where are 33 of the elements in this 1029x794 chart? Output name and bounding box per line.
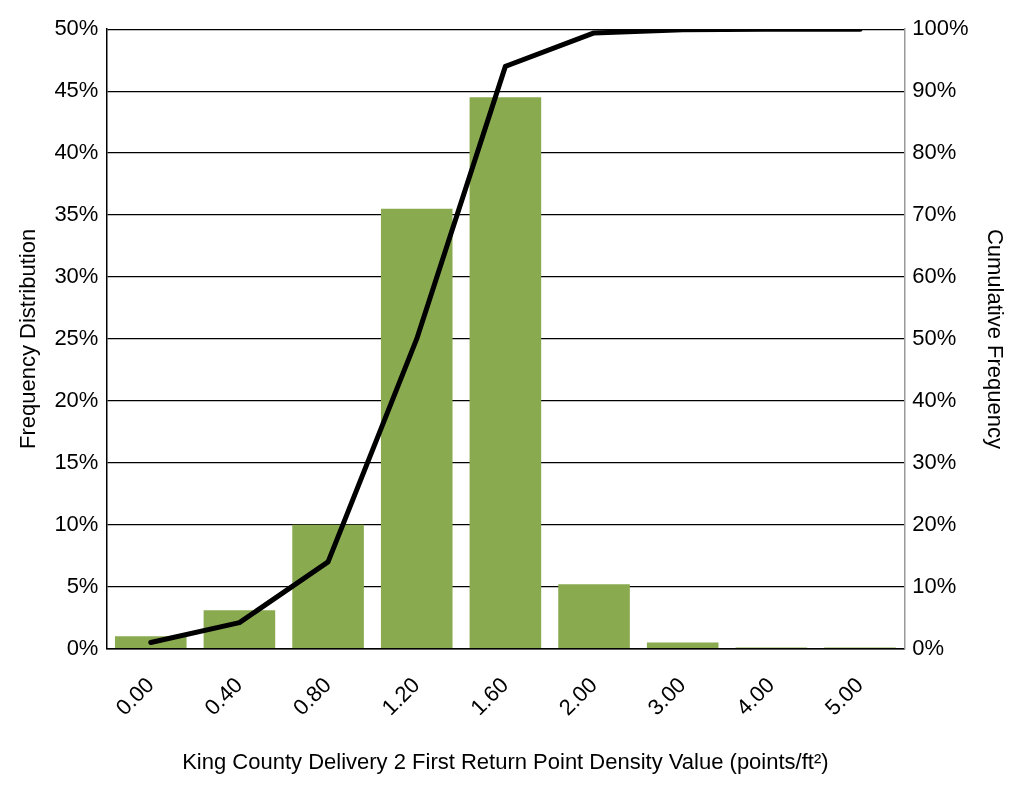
y-tick-label: 35% [54, 201, 99, 227]
y-axis-title: Frequency Distribution [15, 228, 41, 449]
x-tick-label: 0.00 [110, 672, 159, 721]
y2-tick-label: 0% [912, 634, 945, 660]
y-tick-label: 10% [54, 510, 99, 536]
y2-tick-label: 100% [912, 15, 969, 41]
x-tick-label: 3.00 [642, 672, 691, 721]
y2-tick-label: 90% [912, 77, 957, 103]
x-tick-label: 0.40 [199, 672, 248, 721]
y-tick-label: 50% [54, 15, 99, 41]
x-tick-label: 5.00 [819, 672, 868, 721]
y2-tick-label: 30% [912, 448, 957, 474]
x-tick-label: 1.60 [465, 672, 514, 721]
y-tick-label: 15% [54, 448, 99, 474]
x-tick-label: 1.20 [376, 672, 425, 721]
x-axis-title: King County Delivery 2 First Return Point Density Value (points/ft²) [182, 748, 829, 774]
y-tick-label: 30% [54, 263, 99, 289]
y2-tick-label: 40% [912, 386, 957, 412]
x-tick-label: 4.00 [731, 672, 780, 721]
y2-tick-label: 70% [912, 201, 957, 227]
y2-tick-label: 10% [912, 572, 957, 598]
y-tick-label: 40% [54, 139, 99, 165]
y-tick-label: 5% [66, 572, 99, 598]
y2-tick-label: 20% [912, 510, 957, 536]
y-tick-label: 20% [54, 386, 99, 412]
y-tick-label: 45% [54, 77, 99, 103]
y2-tick-label: 50% [912, 324, 957, 350]
y-tick-label: 0% [66, 634, 99, 660]
y-tick-label: 25% [54, 324, 99, 350]
y2-axis-title: Cumulative Frequency [982, 228, 1008, 449]
y2-tick-label: 60% [912, 263, 957, 289]
y2-tick-label: 80% [912, 139, 957, 165]
x-tick-label: 0.80 [287, 672, 336, 721]
